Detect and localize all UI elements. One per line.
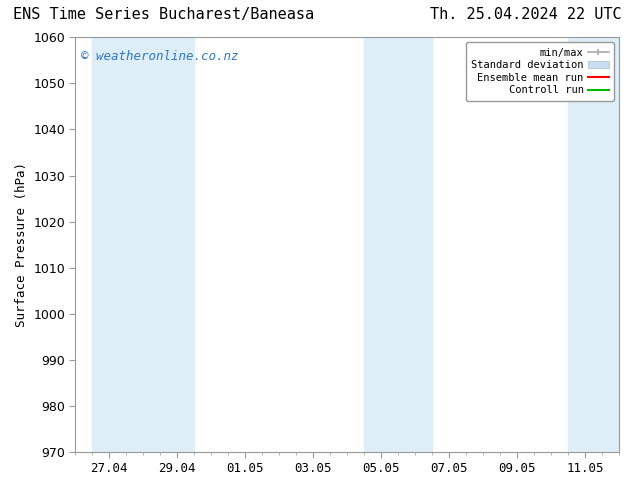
Bar	[364, 37, 432, 452]
Legend: min/max, Standard deviation, Ensemble mean run, Controll run: min/max, Standard deviation, Ensemble me…	[466, 42, 614, 100]
Text: © weatheronline.co.nz: © weatheronline.co.nz	[81, 49, 238, 63]
Text: Th. 25.04.2024 22 UTC: Th. 25.04.2024 22 UTC	[430, 7, 621, 23]
Bar	[92, 37, 160, 452]
Text: ENS Time Series Bucharest/Baneasa: ENS Time Series Bucharest/Baneasa	[13, 7, 314, 23]
Bar	[160, 37, 194, 452]
Y-axis label: Surface Pressure (hPa): Surface Pressure (hPa)	[15, 162, 28, 327]
Bar	[568, 37, 619, 452]
